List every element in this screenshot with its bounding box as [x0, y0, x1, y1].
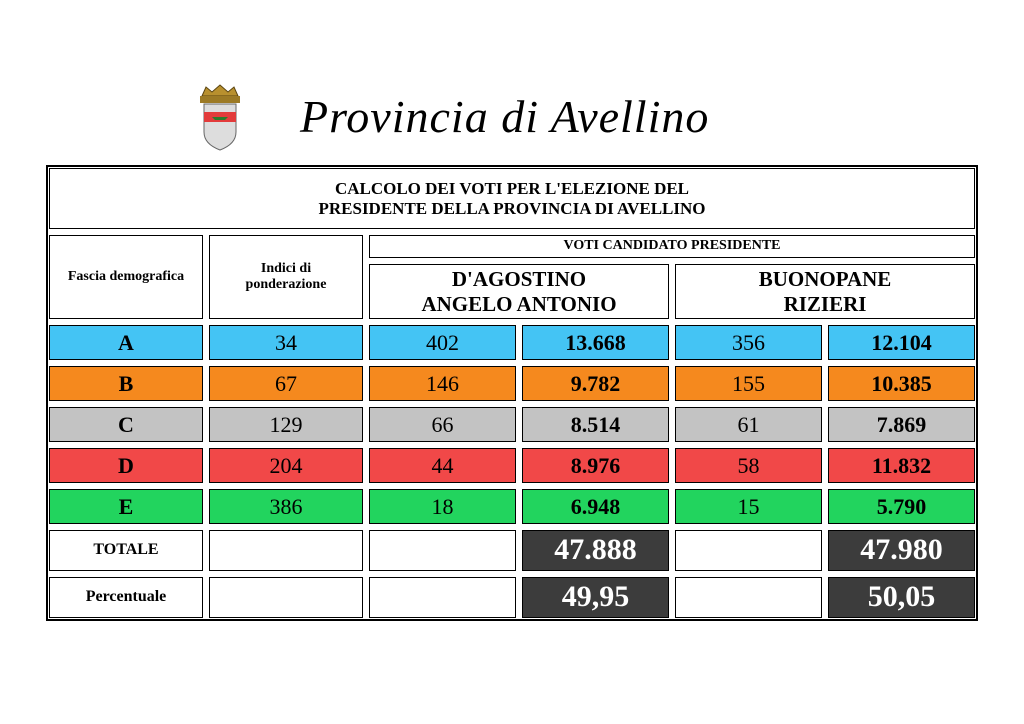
summary-label: TOTALE — [49, 530, 203, 571]
cell-text: 8.976 — [570, 452, 621, 478]
value-cell: 10.385 — [828, 366, 975, 401]
value-cell: 356 — [675, 325, 822, 360]
cell-text: D'AGOSTINO — [451, 267, 587, 292]
cell-text: D — [118, 452, 134, 478]
value-cell: 386 — [209, 489, 363, 524]
table-caption: CALCOLO DEI VOTI PER L'ELEZIONE DEL PRESI… — [49, 168, 975, 229]
value-cell: 146 — [369, 366, 516, 401]
cell-text: 402 — [426, 329, 459, 355]
cell-text: RIZIERI — [783, 291, 867, 316]
value-cell: 402 — [369, 325, 516, 360]
value-cell: 61 — [675, 407, 822, 442]
cell-text: TOTALE — [93, 541, 159, 559]
row-label: D — [49, 448, 203, 483]
cell-text: 58 — [737, 452, 760, 478]
value-cell: 66 — [369, 407, 516, 442]
table-frame — [46, 165, 978, 621]
empty-cell — [369, 577, 516, 618]
summary-label: Percentuale — [49, 577, 203, 618]
cell-text: CALCOLO DEI VOTI PER L'ELEZIONE DEL — [334, 178, 690, 198]
value-cell: 8.976 — [522, 448, 669, 483]
value-cell: 44 — [369, 448, 516, 483]
logo — [200, 84, 240, 151]
cell-text: 5.790 — [876, 493, 927, 519]
candidate-header: BUONOPANE RIZIERI — [675, 264, 975, 319]
header-cell: VOTI CANDIDATO PRESIDENTE — [369, 235, 975, 258]
cell-text: C — [118, 411, 134, 437]
value-cell: 204 — [209, 448, 363, 483]
row-label: B — [49, 366, 203, 401]
value-cell: 155 — [675, 366, 822, 401]
cell-text: 129 — [269, 411, 303, 437]
page-title: Provincia di Avellino — [300, 91, 710, 142]
cell-text: 15 — [737, 493, 760, 519]
empty-cell — [209, 577, 363, 618]
summary-value: 47.980 — [828, 530, 975, 571]
cell-text: 10.385 — [871, 370, 932, 396]
empty-cell — [209, 530, 363, 571]
cell-text: 13.668 — [565, 329, 626, 355]
cell-text: 50,05 — [867, 580, 936, 614]
cell-text: Percentuale — [85, 588, 167, 606]
cell-text: Indici di — [260, 260, 312, 276]
cell-text: 12.104 — [871, 329, 932, 355]
cell-text: 6.948 — [570, 493, 621, 519]
row-label: E — [49, 489, 203, 524]
empty-cell — [675, 530, 822, 571]
row-label: C — [49, 407, 203, 442]
cell-text: 67 — [275, 370, 297, 396]
cell-text: 9.782 — [570, 370, 621, 396]
value-cell: 15 — [675, 489, 822, 524]
value-cell: 12.104 — [828, 325, 975, 360]
value-cell: 58 — [675, 448, 822, 483]
value-cell: 67 — [209, 366, 363, 401]
value-cell: 11.832 — [828, 448, 975, 483]
cell-text: ANGELO ANTONIO — [421, 291, 617, 316]
candidate-header: D'AGOSTINO ANGELO ANTONIO — [369, 264, 669, 319]
cell-text: 49,95 — [561, 580, 630, 614]
cell-text: 7.869 — [876, 411, 927, 437]
cell-text: E — [118, 493, 134, 519]
cell-text: 34 — [275, 329, 297, 355]
empty-cell — [675, 577, 822, 618]
cell-text: 47.980 — [860, 533, 943, 567]
empty-cell — [369, 530, 516, 571]
cell-text: 47.888 — [554, 533, 637, 567]
cell-text: ponderazione — [245, 277, 327, 292]
value-cell: 13.668 — [522, 325, 669, 360]
value-cell: 34 — [209, 325, 363, 360]
header-cell: Fascia demografica — [49, 235, 203, 319]
cell-text: Fascia demografica — [67, 268, 185, 284]
cell-text: BUONOPANE — [758, 267, 892, 292]
cell-text: A — [118, 329, 134, 355]
summary-value: 49,95 — [522, 577, 669, 618]
cell-text: 204 — [269, 452, 303, 478]
value-cell: 129 — [209, 407, 363, 442]
value-cell: 9.782 — [522, 366, 669, 401]
cell-text: PRESIDENTE DELLA PROVINCIA DI AVELLINO — [318, 198, 706, 218]
value-cell: 5.790 — [828, 489, 975, 524]
cell-text: 61 — [737, 411, 760, 437]
cell-text: 155 — [732, 370, 765, 396]
cell-text: 8.514 — [570, 411, 621, 437]
cell-text: 386 — [269, 493, 303, 519]
summary-value: 47.888 — [522, 530, 669, 571]
cell-text: 44 — [431, 452, 454, 478]
cell-text: 146 — [426, 370, 459, 396]
value-cell: 7.869 — [828, 407, 975, 442]
value-cell: 8.514 — [522, 407, 669, 442]
summary-value: 50,05 — [828, 577, 975, 618]
cell-text: 66 — [431, 411, 454, 437]
value-cell: 18 — [369, 489, 516, 524]
row-label: A — [49, 325, 203, 360]
header-cell: Indici di ponderazione — [209, 235, 363, 319]
cell-text: VOTI CANDIDATO PRESIDENTE — [563, 238, 781, 254]
cell-text: B — [118, 370, 134, 396]
cell-text: 11.832 — [871, 452, 932, 478]
cell-text: 356 — [732, 329, 765, 355]
cell-text: 18 — [431, 493, 454, 519]
value-cell: 6.948 — [522, 489, 669, 524]
